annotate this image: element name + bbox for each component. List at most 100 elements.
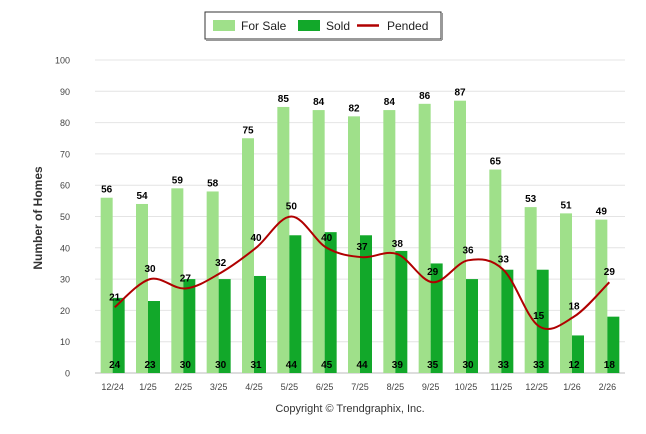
y-tick-label: 10: [60, 337, 70, 347]
label-sold: 24: [109, 360, 121, 371]
label-sold: 35: [427, 360, 439, 371]
bar-for-sale[interactable]: [348, 116, 360, 373]
label-pended: 15: [533, 311, 545, 322]
label-sold: 18: [604, 360, 616, 371]
bar-for-sale[interactable]: [418, 103, 431, 373]
copyright-footer: Copyright © Trendgraphix, Inc.: [275, 403, 424, 415]
label-for-sale: 54: [136, 191, 148, 202]
bar-sold[interactable]: [112, 297, 125, 373]
pended-series-line[interactable]: [114, 215, 611, 330]
bar-for-sale[interactable]: [595, 219, 608, 373]
label-pended: 27: [180, 273, 192, 284]
bar-for-sale[interactable]: [560, 213, 572, 373]
bar-for-sale[interactable]: [277, 106, 290, 373]
y-axis-title: Number of Homes: [31, 166, 45, 270]
y-tick-label: 0: [65, 369, 70, 379]
legend-item-for-sale[interactable]: For Sale: [213, 19, 287, 33]
y-tick-label: 70: [60, 149, 70, 159]
x-tick-label: 5/25: [281, 382, 299, 392]
bar-for-sale[interactable]: [242, 138, 254, 373]
bar-for-sale[interactable]: [206, 191, 219, 373]
bar-for-sale[interactable]: [100, 197, 113, 373]
label-sold: 44: [286, 360, 298, 371]
bar-for-sale[interactable]: [383, 110, 396, 373]
label-pended: 37: [356, 242, 368, 253]
x-tick-label: 2/26: [599, 382, 617, 392]
bar-sold[interactable]: [360, 235, 372, 373]
label-pended: 29: [427, 267, 439, 278]
data-labels: 56 24 54 23 59 30 58 30 75 31 85 44 84 45 82 44 84 39 86 35…: [101, 88, 615, 371]
label-pended: 38: [392, 239, 404, 250]
bar-for-sale[interactable]: [136, 203, 148, 373]
label-sold: 23: [144, 360, 156, 371]
label-sold: 45: [321, 360, 333, 371]
bar-sold[interactable]: [466, 279, 478, 373]
y-tick-label: 60: [60, 181, 70, 191]
label-for-sale: 53: [525, 194, 537, 205]
legend-label: For Sale: [241, 19, 287, 33]
label-for-sale: 75: [242, 125, 254, 136]
label-pended: 30: [144, 264, 156, 275]
pended-line: [114, 215, 611, 330]
bar-sold[interactable]: [536, 269, 549, 373]
x-tick-label: 2/25: [175, 382, 193, 392]
for-sale-bars: [100, 100, 608, 373]
label-for-sale: 59: [172, 175, 184, 186]
label-for-sale: 51: [560, 200, 572, 211]
bar-sold[interactable]: [254, 275, 266, 373]
label-sold: 33: [498, 360, 510, 371]
x-tick-label: 1/26: [563, 382, 581, 392]
bar-sold[interactable]: [607, 316, 620, 373]
y-tick-label: 100: [55, 56, 70, 66]
label-pended: 36: [462, 245, 474, 256]
label-sold: 39: [392, 360, 404, 371]
legend-item-sold[interactable]: Sold: [298, 19, 350, 33]
label-for-sale: 82: [348, 103, 360, 114]
x-tick-label: 4/25: [245, 382, 263, 392]
label-for-sale: 65: [490, 157, 502, 168]
bar-sold[interactable]: [395, 250, 408, 373]
x-tick-label: 8/25: [387, 382, 405, 392]
bar-sold[interactable]: [430, 263, 443, 373]
label-sold: 44: [356, 360, 368, 371]
y-tick-label: 90: [60, 87, 70, 97]
y-tick-label: 80: [60, 118, 70, 128]
bar-sold[interactable]: [148, 301, 160, 373]
label-sold: 12: [568, 360, 580, 371]
label-sold: 30: [462, 360, 474, 371]
y-tick-label: 20: [60, 306, 70, 316]
sold-bars: [112, 232, 620, 373]
label-sold: 30: [180, 360, 192, 371]
bar-for-sale[interactable]: [171, 188, 184, 373]
bar-for-sale[interactable]: [454, 100, 466, 373]
bar-sold[interactable]: [572, 335, 584, 373]
label-for-sale: 58: [207, 178, 219, 189]
label-pended: 50: [286, 202, 298, 213]
bar-sold[interactable]: [501, 269, 514, 373]
label-pended: 33: [498, 255, 510, 266]
legend-item-pended[interactable]: Pended: [357, 19, 428, 33]
y-tick-label: 30: [60, 275, 70, 285]
x-axis-ticks: 12/24 1/25 2/25 3/25 4/25 5/25 6/25 7/25 8/25 9/2…: [101, 382, 616, 392]
label-for-sale: 85: [278, 94, 290, 105]
bar-for-sale[interactable]: [524, 207, 537, 373]
x-tick-label: 9/25: [422, 382, 440, 392]
y-axis-ticks: 0 10 20 30 40 50 60 70 80 90 100: [55, 56, 70, 379]
legend-swatch: [213, 20, 235, 31]
label-sold: 31: [250, 360, 262, 371]
legend-swatch: [298, 20, 320, 31]
legend-box: [204, 11, 442, 40]
label-pended: 40: [250, 233, 262, 244]
bar-for-sale[interactable]: [489, 169, 502, 373]
x-tick-label: 1/25: [139, 382, 157, 392]
bar-sold[interactable]: [183, 279, 196, 373]
x-tick-label: 7/25: [351, 382, 369, 392]
x-tick-label: 3/25: [210, 382, 228, 392]
label-for-sale: 84: [384, 97, 396, 108]
bar-sold[interactable]: [218, 279, 231, 373]
label-pended: 40: [321, 233, 333, 244]
label-for-sale: 56: [101, 185, 113, 196]
bar-sold[interactable]: [289, 235, 302, 373]
bar-sold[interactable]: [324, 232, 337, 373]
